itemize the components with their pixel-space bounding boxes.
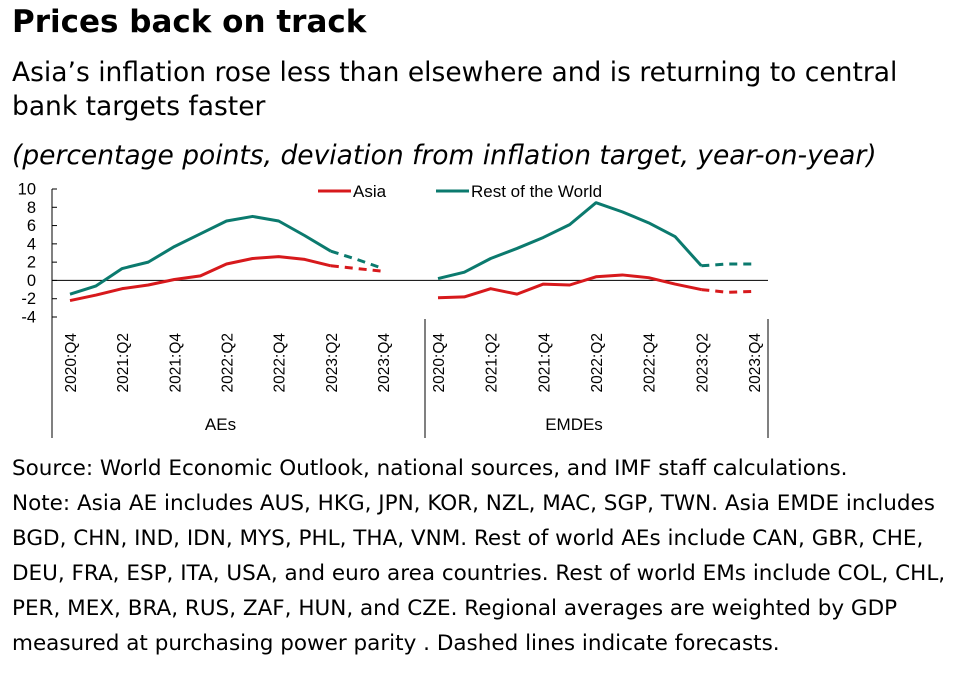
x-tick-label: 2021:Q2	[115, 333, 132, 392]
x-tick-label: 2022:Q4	[272, 333, 289, 393]
x-tick-label: 2022:Q4	[642, 333, 659, 393]
series-line-rest-of-world	[437, 201, 703, 281]
chart-notes: Source: World Economic Outlook, national…	[12, 451, 967, 661]
x-tick-label: 2023:Q2	[694, 333, 711, 392]
y-tick-label: 6	[27, 217, 36, 235]
chart-units: (percentage points, deviation from infla…	[12, 140, 877, 171]
source-text: Source: World Economic Outlook, national…	[12, 456, 848, 481]
y-tick-label: 2	[27, 254, 36, 272]
x-tick-label: 2021:Q4	[167, 333, 184, 393]
x-tick-label: 2021:Q4	[536, 333, 553, 393]
legend-label: Asia	[353, 182, 387, 201]
x-tick-label: 2023:Q4	[747, 333, 764, 393]
y-tick-label: -2	[21, 290, 36, 308]
y-tick-label: 4	[27, 235, 36, 253]
chart-panels: 2020:Q4 2021:Q2 2021:Q4 2022:Q2 2022:Q4 2023:…	[51, 201, 769, 438]
series-line-asia	[69, 255, 332, 303]
y-tick-label: -4	[21, 309, 36, 327]
chart-subtitle: Asia’s inflation rose less than elsewher…	[12, 57, 898, 122]
panel-aes: 2020:Q4 2021:Q2 2021:Q4 2022:Q2 2022:Q4 2023:…	[63, 214, 393, 434]
group-label: EMDEs	[545, 415, 603, 434]
x-tick-label: 2020:Q4	[431, 333, 448, 393]
note-text: Note: Asia AE includes AUS, HKG, JPN, KO…	[12, 491, 946, 656]
x-tick-label: 2020:Q4	[63, 333, 80, 393]
series-forecast-asia	[330, 264, 384, 273]
x-tick-label: 2022:Q2	[220, 333, 237, 392]
panel-emdes: 2020:Q4 2021:Q2 2021:Q4 2022:Q2 2022:Q4 2023:…	[431, 201, 764, 434]
series-line-rest-of-world	[69, 214, 332, 296]
y-tick-label: 0	[27, 272, 36, 290]
x-tick-label: 2023:Q2	[324, 333, 341, 392]
x-tick-label: 2021:Q2	[484, 333, 501, 392]
x-tick-label: 2022:Q2	[589, 333, 606, 392]
series-line-asia	[437, 273, 702, 300]
group-label: AEs	[205, 415, 236, 434]
x-tick-label: 2023:Q4	[376, 333, 393, 393]
series-forecast-asia	[701, 288, 755, 294]
legend-label: Rest of the World	[471, 182, 602, 201]
y-tick-label: 8	[27, 199, 36, 217]
series-forecast-rest-of-world	[330, 249, 384, 270]
series-forecast-rest-of-world	[701, 262, 754, 268]
legend: Asia Rest of the World	[318, 182, 602, 201]
chart-title: Prices back on track	[12, 4, 367, 40]
y-tick-label: 10	[18, 181, 36, 199]
